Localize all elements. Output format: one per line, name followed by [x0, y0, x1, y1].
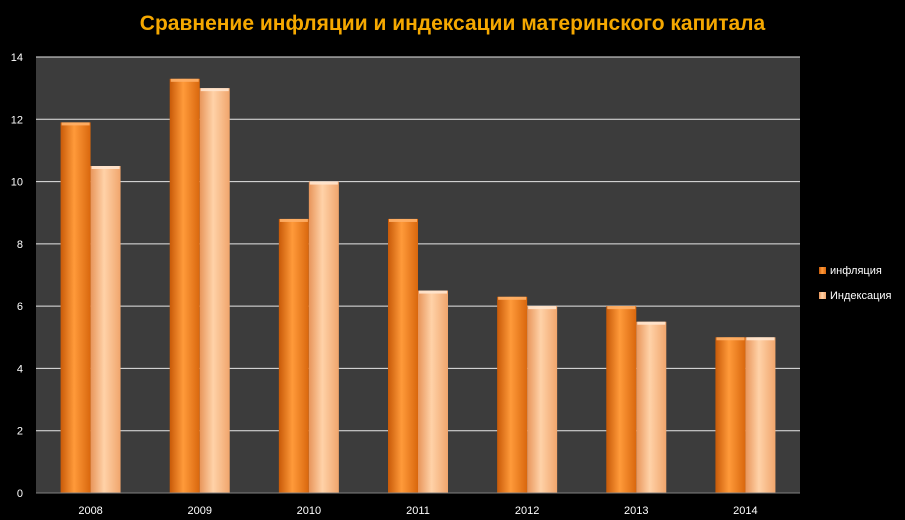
- bar-top-cap: [200, 88, 229, 92]
- bar-indexation: [636, 321, 667, 493]
- bar-inflation: [388, 218, 418, 493]
- bar-top-cap: [309, 181, 338, 185]
- chart-title: Сравнение инфляции и индексации материнс…: [139, 12, 766, 35]
- bar-top-cap: [279, 218, 308, 222]
- bar-top-cap: [498, 296, 527, 300]
- legend: инфляция Индексация: [819, 265, 892, 302]
- bar-top-cap: [419, 290, 447, 294]
- x-tick-label: 2008: [78, 505, 102, 517]
- legend-swatch: [819, 292, 826, 299]
- bar-indexation: [199, 88, 230, 494]
- bar-indexation: [745, 337, 776, 493]
- y-axis: 0 2 4 6 8 10 12 14: [11, 52, 800, 500]
- bar-top-cap: [637, 321, 666, 325]
- bar-inflation: [715, 337, 746, 493]
- y-tick-label: 8: [17, 239, 23, 251]
- y-tick-label: 0: [17, 488, 23, 500]
- bar-inflation: [497, 296, 528, 493]
- x-tick-label: 2013: [624, 505, 648, 517]
- y-tick-label: 4: [17, 363, 23, 375]
- legend-label: инфляция: [830, 265, 882, 277]
- x-tick-label: 2009: [187, 505, 211, 517]
- x-tick-label: 2011: [406, 505, 430, 517]
- bar-top-cap: [61, 122, 90, 126]
- bar-top-cap: [746, 337, 775, 341]
- x-tick-label: 2014: [733, 505, 757, 517]
- bar-indexation: [308, 181, 339, 494]
- x-tick-label: 2010: [297, 505, 321, 517]
- bar-indexation: [418, 290, 448, 493]
- bar-inflation: [278, 218, 309, 493]
- legend-swatch: [819, 267, 826, 274]
- x-tick-label: 2012: [515, 505, 539, 517]
- bar-inflation: [60, 122, 91, 494]
- y-tick-label: 12: [11, 114, 23, 126]
- bar-indexation: [527, 306, 558, 493]
- bar-indexation: [90, 166, 121, 493]
- bar-top-cap: [607, 306, 636, 310]
- bar-top-cap: [716, 337, 745, 341]
- y-tick-label: 6: [17, 301, 23, 313]
- y-tick-label: 10: [11, 177, 23, 189]
- bar-top-cap: [170, 78, 199, 82]
- legend-label: Индексация: [830, 290, 892, 302]
- bar-inflation: [169, 78, 200, 494]
- x-axis: 2008 2009 2010 2011 2012 2013 2014: [78, 505, 757, 517]
- y-tick-label: 14: [11, 52, 23, 64]
- y-tick-label: 2: [17, 426, 23, 438]
- bar-inflation: [606, 306, 637, 493]
- bar-top-cap: [389, 218, 417, 222]
- bars: [60, 78, 776, 494]
- bar-top-cap: [91, 166, 120, 169]
- bar-top-cap: [528, 306, 557, 310]
